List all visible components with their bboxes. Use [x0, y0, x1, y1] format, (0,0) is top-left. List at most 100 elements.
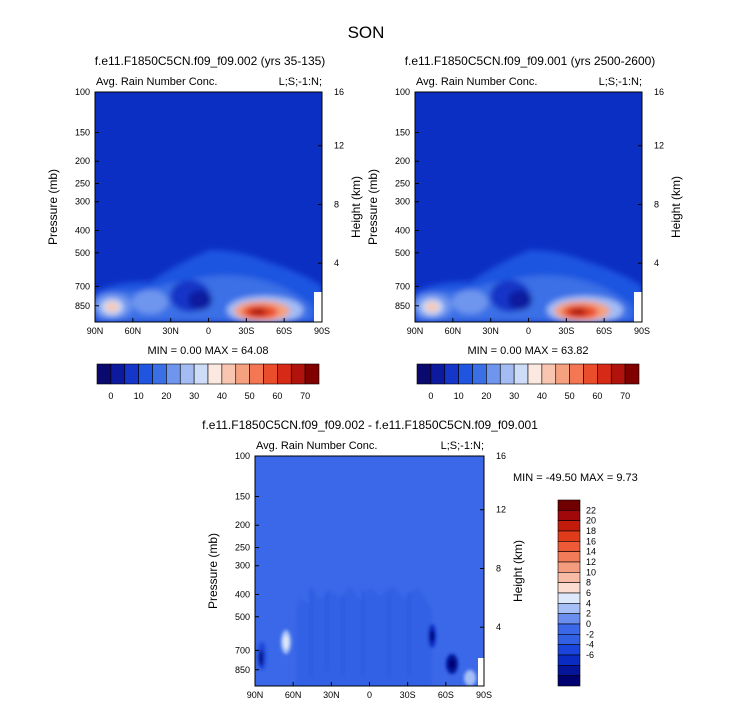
- colorbar-label: 40: [537, 391, 547, 401]
- y-tick-label: 250: [395, 179, 410, 189]
- colorbar-swatch: [235, 363, 250, 385]
- colorbar-swatch: [557, 572, 581, 583]
- contour-fill: [258, 586, 476, 686]
- colorbar-label: 30: [189, 391, 199, 401]
- y-tick-label: 500: [75, 248, 90, 258]
- height-tick-label: 4: [654, 258, 659, 268]
- colorbar-swatch: [557, 603, 581, 614]
- colorbar-label: 20: [161, 391, 171, 401]
- colorbar-swatch: [96, 363, 112, 385]
- colorbar-swatch: [444, 363, 459, 385]
- colorbar-swatch: [486, 363, 501, 385]
- colorbar-label: 30: [509, 391, 519, 401]
- height-tick-label: 8: [654, 199, 659, 209]
- colorbar-swatch: [557, 634, 581, 645]
- colorbar-label: 50: [245, 391, 255, 401]
- height-tick-label: 16: [334, 87, 344, 97]
- colorbar-swatch: [152, 363, 167, 385]
- colorbar-label: 50: [565, 391, 575, 401]
- y-tick-label: 200: [75, 156, 90, 166]
- y-axis-title: Pressure (mb): [46, 169, 60, 245]
- height-tick-label: 12: [654, 141, 664, 151]
- x-tick-label: 0: [526, 326, 531, 336]
- colorbar-label: -2: [586, 629, 594, 639]
- missing-region: [478, 658, 484, 686]
- variable-label: Avg. Rain Number Conc.: [256, 440, 377, 452]
- contour-fill: [415, 250, 642, 322]
- x-tick-label: 60S: [596, 326, 612, 336]
- colorbar-swatch: [557, 541, 581, 552]
- colorbar-label: 40: [217, 391, 227, 401]
- y-tick-label: 400: [235, 589, 250, 599]
- x-tick-label: 30N: [323, 690, 340, 700]
- colorbar-swatch: [557, 644, 581, 656]
- height-tick-label: 4: [334, 258, 339, 268]
- height-axis-title: Height (km): [511, 540, 525, 602]
- level-label: L;S;-1:N;: [279, 76, 322, 88]
- panel-title: f.e11.F1850C5CN.f09_f09.001 (yrs 2500-26…: [405, 54, 656, 68]
- colorbar-label: 70: [300, 391, 310, 401]
- colorbar-swatch: [557, 675, 581, 687]
- variable-label: Avg. Rain Number Conc.: [416, 76, 537, 88]
- colorbar-swatch: [557, 520, 581, 532]
- colorbar-swatch: [555, 363, 570, 385]
- contour-field: [415, 92, 642, 322]
- colorbar-swatch: [179, 363, 195, 385]
- contour-fill: [95, 250, 322, 322]
- height-tick-label: 8: [334, 199, 339, 209]
- y-tick-label: 700: [75, 281, 90, 291]
- height-tick-label: 8: [496, 563, 501, 573]
- y-tick-label: 250: [75, 179, 90, 189]
- colorbar-swatch: [610, 363, 626, 385]
- level-label: L;S;-1:N;: [441, 440, 484, 452]
- panel-title: f.e11.F1850C5CN.f09_f09.002 (yrs 35-135): [95, 54, 326, 68]
- y-tick-label: 200: [235, 520, 250, 530]
- colorbar-swatch: [557, 551, 581, 563]
- colorbar-swatch: [541, 363, 557, 385]
- colorbar-label: 6: [586, 588, 591, 598]
- stats-label: MIN = 0.00 MAX = 63.82: [467, 345, 588, 357]
- contour-field: [255, 456, 484, 686]
- colorbar-swatch: [557, 613, 581, 625]
- colorbar-label: 2: [586, 609, 591, 619]
- colorbar-label: 14: [586, 547, 596, 557]
- colorbar-swatch: [193, 363, 209, 385]
- x-tick-label: 60S: [438, 690, 454, 700]
- y-tick-label: 150: [75, 128, 90, 138]
- colorbar-label: 60: [272, 391, 282, 401]
- colorbar-swatch: [166, 363, 181, 385]
- colorbar-label: 60: [592, 391, 602, 401]
- colorbar-label: 0: [586, 619, 591, 629]
- colorbar-swatch: [263, 363, 278, 385]
- y-tick-label: 500: [395, 248, 410, 258]
- y-tick-label: 850: [235, 665, 250, 675]
- contour-field: [95, 92, 322, 322]
- colorbar-swatch: [138, 363, 153, 385]
- x-tick-label: 90N: [87, 326, 104, 336]
- colorbar-label: 12: [586, 557, 596, 567]
- y-tick-label: 850: [395, 301, 410, 311]
- colorbar-label: 16: [586, 536, 596, 546]
- colorbar-swatch: [472, 363, 487, 385]
- colorbar-swatch: [124, 363, 139, 385]
- colorbar-swatch: [221, 363, 237, 385]
- colorbar-swatch: [583, 363, 598, 385]
- figure-title: SON: [348, 23, 385, 42]
- colorbar-label: 10: [586, 567, 596, 577]
- x-tick-label: 90S: [314, 326, 330, 336]
- colorbar-label: -6: [586, 650, 594, 660]
- x-tick-label: 90S: [634, 326, 650, 336]
- y-axis-title: Pressure (mb): [206, 533, 220, 609]
- colorbar-label: 10: [134, 391, 144, 401]
- y-tick-label: 850: [75, 301, 90, 311]
- axes: 90N 60N 30N 0 30S 60S 90S 100 150 200 250 300 400 500…: [206, 451, 525, 700]
- colorbar-label: 20: [586, 516, 596, 526]
- colorbar-label: -4: [586, 640, 594, 650]
- y-tick-label: 700: [395, 281, 410, 291]
- y-tick-label: 250: [235, 543, 250, 553]
- colorbar-label: 0: [108, 391, 113, 401]
- y-tick-label: 100: [75, 87, 90, 97]
- colorbar-label: 8: [586, 578, 591, 588]
- missing-region: [314, 292, 322, 322]
- height-tick-label: 16: [496, 451, 506, 461]
